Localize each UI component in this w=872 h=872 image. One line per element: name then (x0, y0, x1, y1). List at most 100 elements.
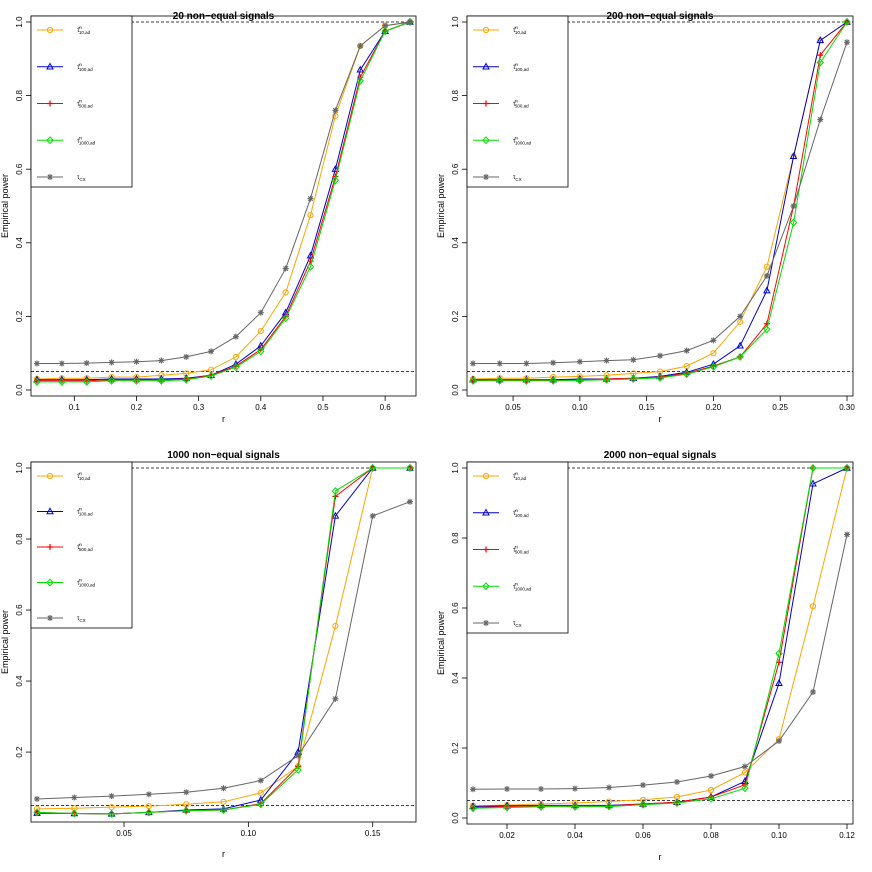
legend-swatch-marker (46, 136, 54, 145)
data-point (504, 785, 510, 792)
data-point (407, 19, 413, 25)
data-point (606, 784, 612, 791)
y-tick-label: 0.6 (451, 163, 460, 175)
data-point (257, 777, 264, 784)
x-tick-label: 0.08 (703, 831, 719, 840)
legend-label: τ̂n 100,ad (77, 507, 93, 517)
x-tick-label: 0.05 (116, 829, 132, 838)
legend-swatch-marker (482, 582, 490, 591)
data-point (369, 512, 376, 519)
legend-label: τ̂n 10,ad (77, 25, 91, 35)
data-point (742, 763, 748, 770)
y-tick-label: 0.8 (15, 89, 24, 101)
y-axis-label: Empirical power (436, 611, 446, 675)
data-point (809, 463, 817, 473)
x-tick-label: 0.15 (639, 403, 655, 412)
data-point (332, 695, 339, 702)
data-point (737, 313, 744, 320)
data-point (707, 794, 715, 803)
y-tick-label: 0.6 (15, 163, 24, 175)
data-point (294, 765, 302, 774)
data-point (83, 377, 91, 386)
data-point (83, 360, 90, 367)
data-point (572, 785, 578, 792)
series-line-2 (37, 21, 411, 381)
series-line-4 (473, 21, 848, 382)
data-point (145, 808, 153, 817)
y-tick-label: 1.0 (15, 462, 24, 474)
x-tick-label: 0.1 (69, 403, 81, 412)
data-point (763, 286, 771, 294)
plot-frame (466, 15, 854, 397)
x-tick-label: 0.06 (635, 831, 651, 840)
data-point (257, 789, 264, 797)
chart-title: 2000 non−equal signals (604, 450, 717, 461)
data-point (220, 798, 227, 805)
legend-swatch-marker (483, 174, 489, 180)
data-point (673, 798, 681, 807)
series-line-1 (472, 21, 848, 380)
chart-panel-1: 20 non−equal signals 0.1 0.2 0.3 0.4 0.5 0.6 0.… (0, 11, 417, 424)
legend-swatch-marker (482, 26, 490, 34)
data-point (357, 42, 364, 49)
y-tick-label: 1.0 (15, 16, 24, 28)
data-point (356, 76, 364, 85)
data-point (281, 314, 290, 323)
data-point (707, 786, 715, 794)
plot-frame (466, 461, 854, 825)
legend-swatch-marker (482, 136, 490, 145)
y-tick-label: 0.8 (451, 89, 460, 101)
y-tick-label: 0.2 (15, 746, 24, 758)
chart-panel-2: 200 non−equal signals 0.05 0.10 0.15 0.20 0.2… (436, 11, 855, 424)
legend-swatch-marker (47, 544, 53, 550)
data-point (406, 17, 414, 27)
legend: τ̂n 10,ad τ̂n 100,ad τ̂n 500,ad τ̂n 1000,ad τCX (30, 15, 133, 188)
data-point (602, 375, 611, 384)
series-line-3 (37, 21, 411, 382)
chart-panel-3: 1000 non−equal signals 0.05 0.10 0.15 0.2 0.4… (0, 450, 417, 859)
data-point (331, 176, 340, 185)
y-tick-label: 0.2 (451, 742, 460, 754)
data-point (843, 463, 851, 473)
data-point (763, 272, 770, 279)
legend-swatch-marker (483, 620, 489, 626)
legend-label: τ̂n 100,ad (513, 508, 529, 518)
series-line-4 (37, 21, 411, 383)
series-line-1 (36, 467, 410, 810)
data-point (382, 22, 389, 29)
data-point (790, 203, 797, 209)
legend-swatch-marker (482, 62, 490, 70)
y-tick-label: 0.4 (15, 675, 24, 687)
legend-swatch-marker (46, 472, 54, 480)
data-point (708, 773, 714, 779)
x-tick-label: 0.10 (771, 831, 787, 840)
data-point (58, 377, 66, 386)
data-point (549, 376, 557, 385)
data-point (183, 353, 190, 360)
x-tick-label: 0.2 (131, 403, 143, 412)
data-point (34, 360, 40, 367)
legend-box (30, 15, 133, 188)
data-point (710, 350, 717, 357)
data-point (108, 793, 115, 800)
data-point (639, 800, 647, 809)
legend-label: τ̂n 1000,ad (77, 578, 96, 588)
data-point (232, 363, 240, 372)
legend-swatch-marker (483, 100, 489, 107)
data-point (674, 778, 680, 785)
data-point (295, 752, 302, 759)
data-point (496, 360, 503, 367)
data-point (107, 809, 116, 818)
data-point (232, 333, 239, 340)
y-axis-label: Empirical power (436, 174, 446, 238)
data-point (356, 65, 365, 73)
legend-label: τ̂n 1000,ad (513, 581, 532, 591)
data-point (307, 195, 314, 202)
legend-swatch-marker (46, 578, 54, 587)
data-point (576, 358, 583, 365)
legend-label: τ̂n 10,ad (513, 25, 527, 35)
data-point (469, 376, 477, 385)
y-tick-label: 1.0 (451, 16, 460, 28)
series-line-5 (472, 534, 848, 790)
data-point (145, 791, 152, 798)
